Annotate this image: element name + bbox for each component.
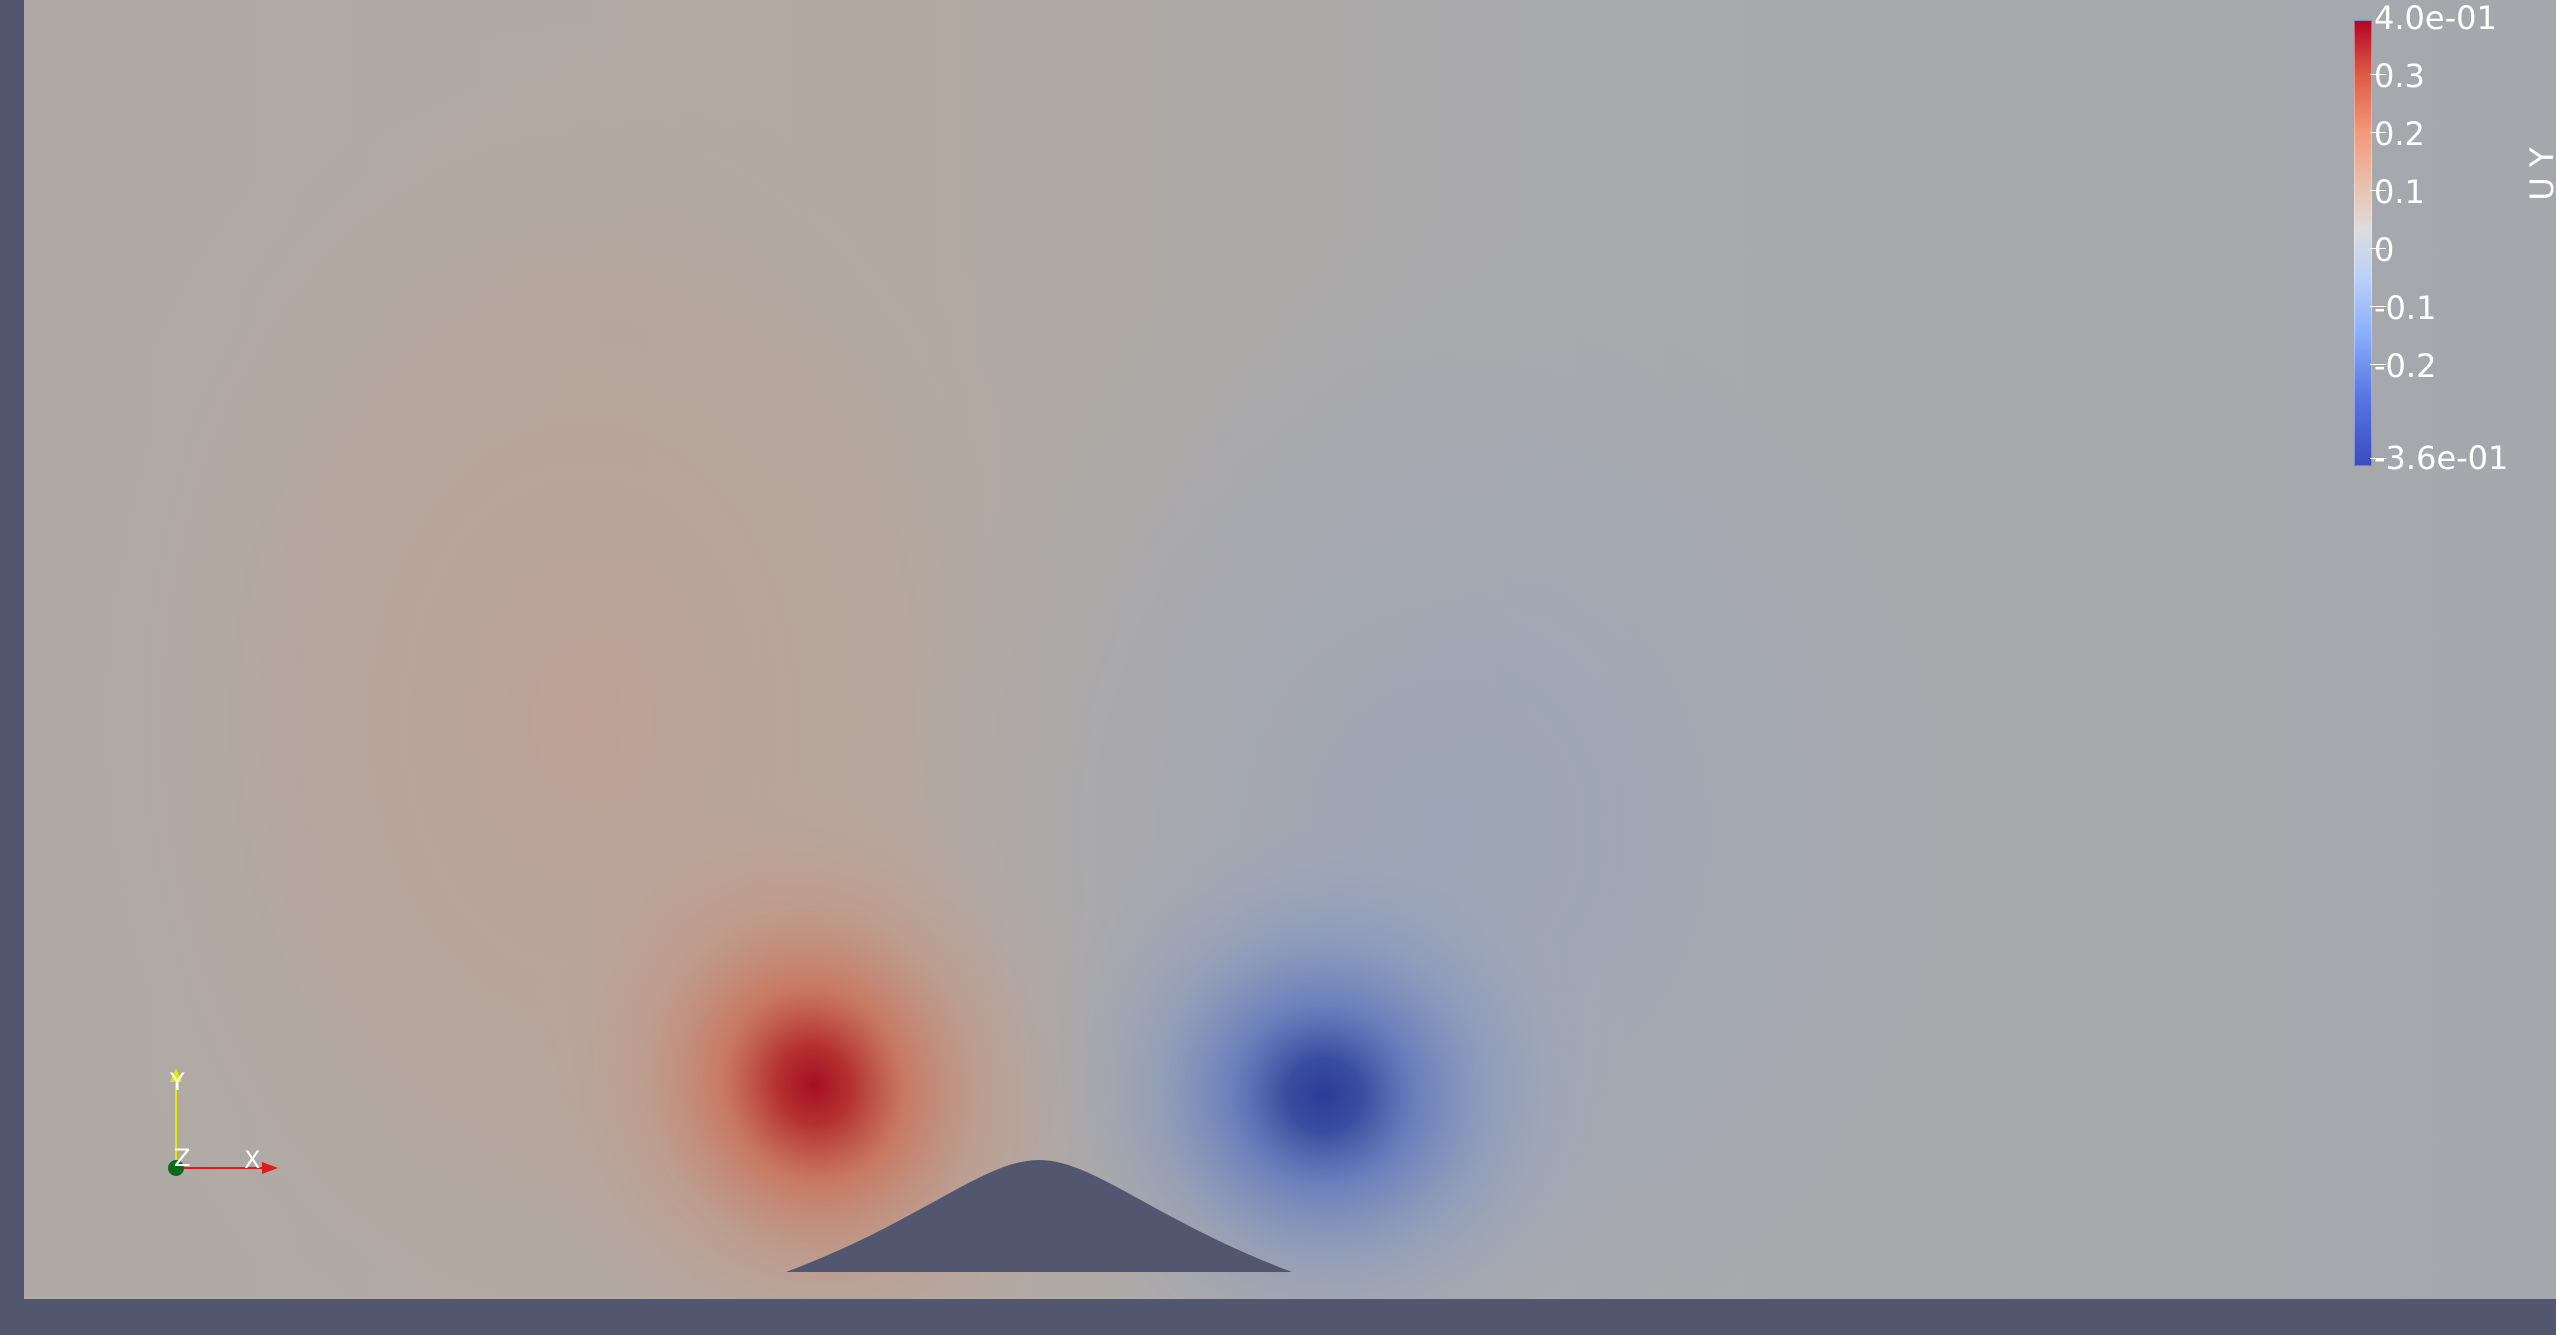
legend-tick-line xyxy=(2370,458,2386,459)
z-axis-origin xyxy=(168,1160,184,1176)
legend-tick-line xyxy=(2370,132,2386,133)
legend-tick-label: 0.2 xyxy=(2374,115,2425,153)
z-axis-label: Z xyxy=(174,1144,191,1172)
legend-tick-line xyxy=(2370,190,2386,191)
x-axis-label: X xyxy=(244,1146,261,1174)
legend-tick-label: -0.1 xyxy=(2374,289,2437,327)
legend-tick-line xyxy=(2370,74,2386,75)
velocity-field-render xyxy=(24,0,2556,1299)
legend-title: U Y xyxy=(2522,134,2556,214)
legend-tick-label: -3.6e-01 xyxy=(2374,439,2509,477)
legend-tick-label: 0.1 xyxy=(2374,173,2425,211)
legend-tick-line xyxy=(2370,306,2386,307)
legend-tick-line xyxy=(2370,248,2386,249)
legend-tick-label: 0 xyxy=(2374,231,2395,269)
legend-tick-label: -0.2 xyxy=(2374,347,2437,385)
color-legend-bar xyxy=(2354,20,2372,466)
legend-tick-label: 4.0e-01 xyxy=(2374,0,2497,37)
render-view[interactable]: Y X Z 4.0e-01 0.3 0.2 0.1 0 -0.1 -0.2 -3… xyxy=(24,0,2556,1299)
axes-triad xyxy=(168,1068,278,1176)
bump-obstacle xyxy=(786,1160,1292,1272)
legend-tick-line xyxy=(2370,364,2386,365)
legend-tick-label: 0.3 xyxy=(2374,57,2425,95)
y-axis-arrowhead xyxy=(170,1068,182,1082)
y-axis-label: Y xyxy=(170,1068,185,1096)
x-axis-arrowhead xyxy=(262,1162,278,1174)
